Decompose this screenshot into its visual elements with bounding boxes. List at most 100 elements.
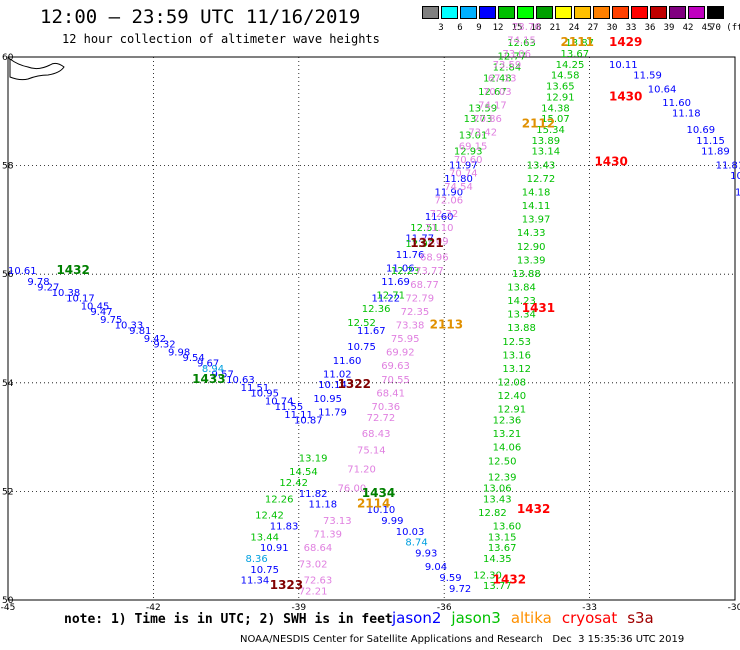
lon-tick-label: -45 xyxy=(1,603,16,613)
wave-height-point: 12.84 xyxy=(493,63,522,74)
wave-height-point: 14.18 xyxy=(522,187,551,198)
wave-height-point: 11.67 xyxy=(357,326,386,337)
colorbar-label: 21 xyxy=(549,23,561,33)
wave-height-point: 10.14 xyxy=(318,380,347,391)
colorbar-label: 9 xyxy=(476,23,482,33)
colorbar-swatch xyxy=(669,6,686,19)
colorbar-swatch xyxy=(517,6,534,19)
time-label: 1322 xyxy=(338,377,371,391)
coastline xyxy=(9,58,65,81)
wave-height-point: 8.74 xyxy=(405,538,427,549)
wave-height-point: 12.53 xyxy=(502,337,531,348)
wave-height-point: 71.20 xyxy=(347,464,376,475)
wave-height-point: 12.91 xyxy=(498,405,527,416)
wave-height-point: 9.59 xyxy=(439,573,461,584)
lat-tick-label: 60 xyxy=(2,53,14,63)
wave-height-point: 10.64 xyxy=(648,84,677,95)
colorbar-label: 36 xyxy=(644,23,656,33)
wave-height-point: 12.48 xyxy=(483,73,512,84)
wave-height-point: 14.23 xyxy=(507,296,536,307)
colorbar-swatch xyxy=(422,6,439,19)
wave-height-point: 69.92 xyxy=(386,348,415,359)
colorbar-label: 24 xyxy=(568,23,580,33)
wave-height-point: 14.33 xyxy=(517,228,546,239)
wave-height-point: 9.54 xyxy=(182,353,204,364)
wave-height-point: 10.03 xyxy=(396,527,425,538)
wave-height-point: 68.77 xyxy=(410,280,439,291)
wave-height-point: 10.38 xyxy=(52,288,81,299)
wave-height-point: 13.06 xyxy=(483,483,512,494)
wave-height-point: 74.17 xyxy=(478,101,507,112)
wave-height-point: 12.42 xyxy=(279,478,308,489)
wave-height-point: 13.19 xyxy=(299,454,328,465)
wave-height-point: 14.35 xyxy=(483,554,512,565)
colorbar-label: 39 xyxy=(663,23,675,33)
colorbar-swatch xyxy=(574,6,591,19)
wave-height-point: 13.39 xyxy=(517,255,546,266)
wave-height-point: 10.74 xyxy=(265,397,294,408)
wave-height-point: 13.84 xyxy=(507,282,536,293)
wave-height-point: 71.10 xyxy=(425,223,454,234)
wave-height-point: 11.11 xyxy=(284,410,313,421)
wave-height-point: 10.33 xyxy=(115,321,144,332)
lat-tick-label: 58 xyxy=(2,162,14,172)
wave-height-point: 74.15 xyxy=(507,35,536,46)
wave-height-point: 12.42 xyxy=(255,511,284,522)
wave-height-point: 9.99 xyxy=(381,516,403,527)
colorbar-label: 18 xyxy=(530,23,542,33)
wave-height-point: 9.72 xyxy=(449,584,471,595)
wave-height-point: 72.32 xyxy=(430,209,459,220)
wave-height-point: 11.18 xyxy=(308,500,337,511)
wave-height-point: 75.14 xyxy=(357,445,386,456)
wave-height-point: 13.65 xyxy=(546,82,575,93)
time-label: 2113 xyxy=(430,318,463,332)
colorbar-label: 45 xyxy=(701,23,713,33)
satellite-legend: jason2 jason3 altika cryosat s3a xyxy=(392,609,664,627)
wave-height-point: 11.34 xyxy=(241,576,270,587)
wave-height-point: 10.95 xyxy=(250,388,279,399)
wave-height-point: 13.01 xyxy=(459,130,488,141)
wave-height-point: 75.95 xyxy=(391,334,420,345)
wave-height-point: 11.80 xyxy=(444,174,473,185)
wave-height-point: 9.81 xyxy=(129,326,151,337)
wave-height-point: 11.06 xyxy=(735,187,740,198)
wave-height-point: 13.34 xyxy=(507,310,536,321)
wave-height-point: 13.88 xyxy=(507,323,536,334)
wave-height-point: 12.39 xyxy=(488,473,517,484)
wave-height-point: 11.18 xyxy=(672,109,701,120)
wave-height-point: 12.36 xyxy=(362,304,391,315)
grid-lines xyxy=(7,56,736,601)
wave-height-point: 12.52 xyxy=(347,318,376,329)
coastline-path xyxy=(9,58,65,81)
wave-height-point: 12.63 xyxy=(507,38,536,49)
lat-tick-label: 54 xyxy=(2,379,14,389)
wave-height-point: 13.89 xyxy=(531,136,560,147)
wave-height-point: 9.93 xyxy=(415,549,437,560)
wave-height-point: 13.15 xyxy=(488,532,517,543)
wave-height-point: 74.54 xyxy=(444,182,473,193)
wave-height-point: 11.06 xyxy=(386,263,415,274)
wave-height-point: 13.67 xyxy=(488,543,517,554)
wave-height-point: 12.72 xyxy=(527,174,556,185)
wave-height-point: 13.67 xyxy=(561,49,590,60)
axis-ticks: -45 -42 -39 -36 -33 -30 60 58 56 54 52 50 xyxy=(1,53,740,613)
wave-height-point: 11.60 xyxy=(662,98,691,109)
wave-height-point: 12.50 xyxy=(488,456,517,467)
wave-height-point: 73.59 xyxy=(493,60,522,71)
wave-height-point: 11.55 xyxy=(275,402,304,413)
colorbar-swatch xyxy=(555,6,572,19)
wave-height-point: 70.86 xyxy=(473,114,502,125)
wave-height-point: 10.87 xyxy=(294,416,323,427)
time-label: 1321 xyxy=(410,236,443,250)
wave-height-point: 8.94 xyxy=(202,364,224,375)
wave-height-point: 12.08 xyxy=(498,378,527,389)
wave-height-point: 12.92 xyxy=(405,239,434,250)
wave-height-point: 70.74 xyxy=(449,168,478,179)
wave-height-point: 11.69 xyxy=(381,277,410,288)
wave-height-point: 13.14 xyxy=(531,147,560,158)
colorbar-swatch xyxy=(707,6,724,19)
time-label: 1430 xyxy=(594,155,627,169)
wave-height-point: 9.75 xyxy=(100,315,122,326)
wave-height-point: 11.22 xyxy=(372,293,401,304)
